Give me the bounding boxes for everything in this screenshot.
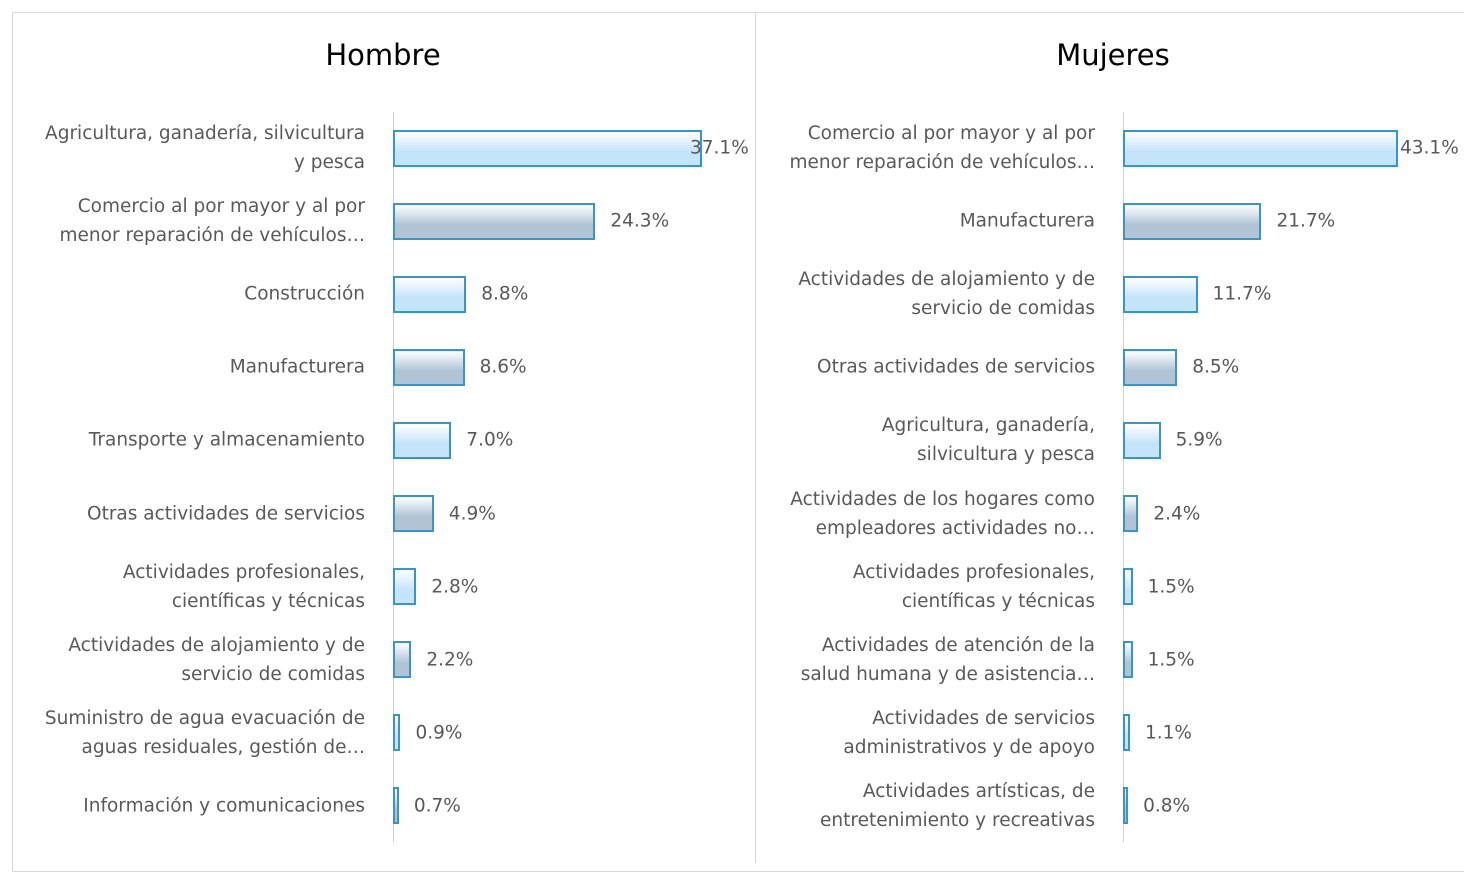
value-label: 1.1%: [1145, 722, 1193, 744]
category-label: Construcción: [244, 283, 365, 305]
value-label: 8.5%: [1192, 356, 1240, 378]
bar: [393, 641, 412, 679]
value-label: 7.0%: [466, 429, 514, 451]
axis-line: [1123, 112, 1124, 842]
value-label: 1.5%: [1147, 576, 1195, 598]
category-label: Suministro de agua evacuación de aguas r…: [44, 707, 365, 758]
bar: [1123, 275, 1198, 313]
value-label: 2.8%: [431, 576, 479, 598]
bar: [1123, 348, 1178, 386]
category-label: Agricultura, ganadería, silvicultura y p…: [881, 415, 1095, 466]
value-label: 37.1%: [690, 137, 749, 159]
value-label: 2.2%: [426, 649, 474, 671]
bar: [1123, 641, 1133, 679]
value-label: 1.5%: [1147, 649, 1195, 671]
divider: [755, 12, 756, 863]
category-label: Manufacturera: [959, 210, 1095, 232]
category-label: Actividades de servicios administrativos…: [843, 707, 1095, 758]
category-label: Actividades de atención de la salud huma…: [800, 634, 1095, 685]
bar: [393, 421, 452, 459]
value-label: 4.9%: [448, 503, 496, 524]
bar: [393, 275, 467, 313]
category-label: Otras actividades de servicios: [817, 356, 1095, 378]
bar: [1123, 495, 1139, 532]
value-label: 0.8%: [1143, 795, 1191, 817]
chart-title: Mujeres: [1056, 38, 1170, 72]
bar: [1123, 202, 1262, 240]
bar: [393, 495, 434, 532]
bar: [393, 129, 702, 167]
value-label: 11.7%: [1212, 283, 1272, 305]
chart-title: Hombre: [325, 38, 441, 72]
value-label: 21.7%: [1276, 210, 1336, 232]
category-label: Actividades profesionales, científicas y…: [852, 561, 1095, 612]
bar: [393, 568, 417, 606]
value-label: 0.9%: [415, 722, 463, 744]
category-label: Manufacturera: [229, 356, 365, 378]
bar: [1123, 129, 1398, 167]
axis-line: [393, 112, 394, 842]
category-label: Otras actividades de servicios: [87, 503, 365, 524]
value-label: 24.3%: [610, 210, 670, 232]
value-label: 8.6%: [479, 356, 527, 378]
category-label: Comercio al por mayor y al por menor rep…: [789, 123, 1095, 173]
category-label: Actividades de alojamiento y de servicio…: [68, 634, 365, 685]
bar: [1123, 714, 1131, 752]
category-label: Actividades profesionales, científicas y…: [122, 561, 365, 612]
category-label: Comercio al por mayor y al por menor rep…: [59, 196, 365, 247]
category-label: Actividades de los hogares como empleado…: [790, 488, 1095, 539]
bar: [1123, 421, 1161, 459]
value-label: 43.1%: [1400, 137, 1459, 159]
bar: [1123, 787, 1129, 825]
bar: [393, 714, 401, 752]
value-label: 5.9%: [1175, 429, 1223, 451]
category-label: Agricultura, ganadería, silvicultura y p…: [45, 123, 365, 173]
bar: [393, 348, 465, 386]
value-label: 8.8%: [481, 283, 529, 305]
bar: [393, 787, 399, 825]
value-label: 0.7%: [413, 795, 461, 817]
category-label: Transporte y almacenamiento: [88, 429, 365, 451]
category-label: Actividades de alojamiento y de servicio…: [798, 269, 1095, 320]
value-label: 2.4%: [1153, 503, 1201, 524]
category-label: Información y comunicaciones: [83, 795, 365, 817]
bar: [1123, 568, 1133, 606]
bar: [393, 202, 596, 240]
category-label: Actividades artísticas, de entretenimien…: [820, 780, 1095, 831]
